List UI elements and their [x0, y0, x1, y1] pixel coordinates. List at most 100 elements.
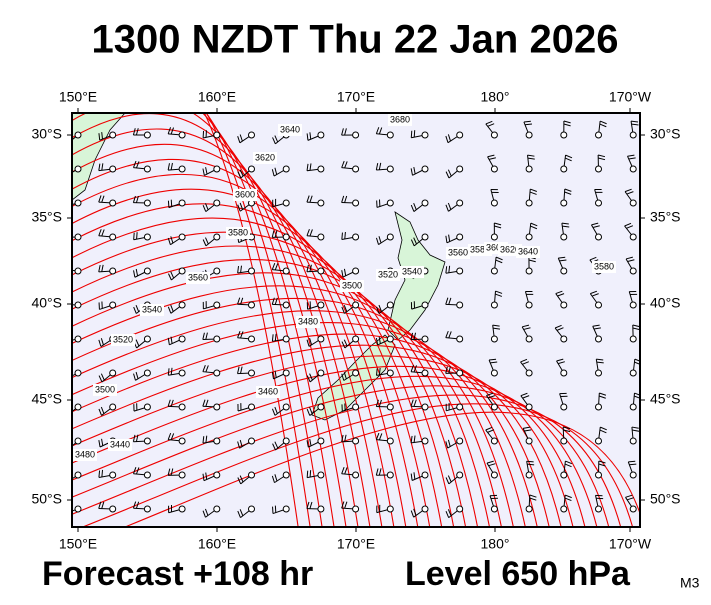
- station: [214, 506, 220, 512]
- station: [457, 404, 463, 410]
- station: [561, 268, 567, 274]
- station: [283, 200, 289, 206]
- barb-tick: [67, 407, 70, 414]
- station: [526, 268, 532, 274]
- station: [630, 336, 636, 342]
- station: [144, 336, 150, 342]
- station: [457, 268, 463, 274]
- lon-label: 170°W: [609, 89, 652, 105]
- barb-tick: [411, 131, 412, 138]
- station: [318, 200, 324, 206]
- barb-tick: [67, 135, 70, 141]
- station: [75, 132, 81, 138]
- station: [457, 506, 463, 512]
- station: [596, 438, 602, 444]
- lon-label: 180°: [481, 89, 510, 105]
- station: [457, 302, 463, 308]
- station: [630, 438, 636, 444]
- station: [214, 336, 220, 342]
- station: [387, 302, 393, 308]
- barb-tick: [64, 476, 66, 483]
- station: [561, 404, 567, 410]
- station: [526, 336, 532, 342]
- station: [110, 370, 116, 376]
- barb-tick: [342, 233, 343, 240]
- station: [75, 336, 81, 342]
- station: [596, 302, 602, 308]
- station: [110, 302, 116, 308]
- lat-label: 45°S: [31, 391, 62, 407]
- station: [422, 132, 428, 138]
- barb-tick: [527, 464, 534, 465]
- station: [179, 200, 185, 206]
- station: [249, 132, 255, 138]
- barb-tick: [379, 368, 380, 375]
- station: [283, 472, 289, 478]
- station: [422, 438, 428, 444]
- station: [561, 472, 567, 478]
- contour-label: 3600: [235, 189, 255, 199]
- lat-label: 45°S: [650, 391, 681, 407]
- station: [318, 268, 324, 274]
- station: [179, 472, 185, 478]
- station: [214, 472, 220, 478]
- station: [526, 132, 532, 138]
- station: [491, 506, 497, 512]
- station: [457, 132, 463, 138]
- station: [144, 438, 150, 444]
- barb-tick: [67, 263, 70, 270]
- lon-label: 180°: [481, 536, 510, 552]
- station: [457, 438, 463, 444]
- station: [491, 268, 497, 274]
- station: [75, 268, 81, 274]
- contour-label: 3640: [280, 124, 300, 134]
- barb-tick: [345, 232, 346, 239]
- station: [353, 166, 359, 172]
- lat-label: 35°S: [31, 209, 62, 225]
- station: [491, 472, 497, 478]
- station: [596, 472, 602, 478]
- lon-label: 170°E: [337, 89, 375, 105]
- station: [75, 234, 81, 240]
- station: [283, 336, 289, 342]
- station: [387, 200, 393, 206]
- station: [353, 336, 359, 342]
- station: [561, 336, 567, 342]
- station: [387, 166, 393, 172]
- station: [249, 404, 255, 410]
- barb-tick: [67, 168, 69, 175]
- contour-label: 3500: [342, 280, 362, 290]
- barb-tick: [67, 334, 68, 341]
- station: [491, 404, 497, 410]
- station: [283, 166, 289, 172]
- station: [422, 200, 428, 206]
- station: [387, 404, 393, 410]
- station: [318, 370, 324, 376]
- station: [179, 166, 185, 172]
- station: [596, 506, 602, 512]
- lat-label: 40°S: [650, 295, 681, 311]
- station: [630, 506, 636, 512]
- station: [526, 302, 532, 308]
- forecast-label: Forecast +108 hr: [42, 555, 313, 593]
- station: [526, 472, 532, 478]
- barb-tick: [64, 444, 67, 450]
- model-label: M3: [680, 575, 700, 591]
- station: [457, 370, 463, 376]
- station: [491, 302, 497, 308]
- station: [596, 336, 602, 342]
- station: [353, 438, 359, 444]
- station: [110, 506, 116, 512]
- station: [422, 166, 428, 172]
- station: [318, 506, 324, 512]
- lat-label: 30°S: [31, 126, 62, 142]
- station: [630, 472, 636, 478]
- station: [526, 166, 532, 172]
- station: [491, 336, 497, 342]
- station: [249, 268, 255, 274]
- station: [630, 370, 636, 376]
- station: [561, 506, 567, 512]
- station: [214, 234, 220, 240]
- barb-tick: [307, 471, 308, 478]
